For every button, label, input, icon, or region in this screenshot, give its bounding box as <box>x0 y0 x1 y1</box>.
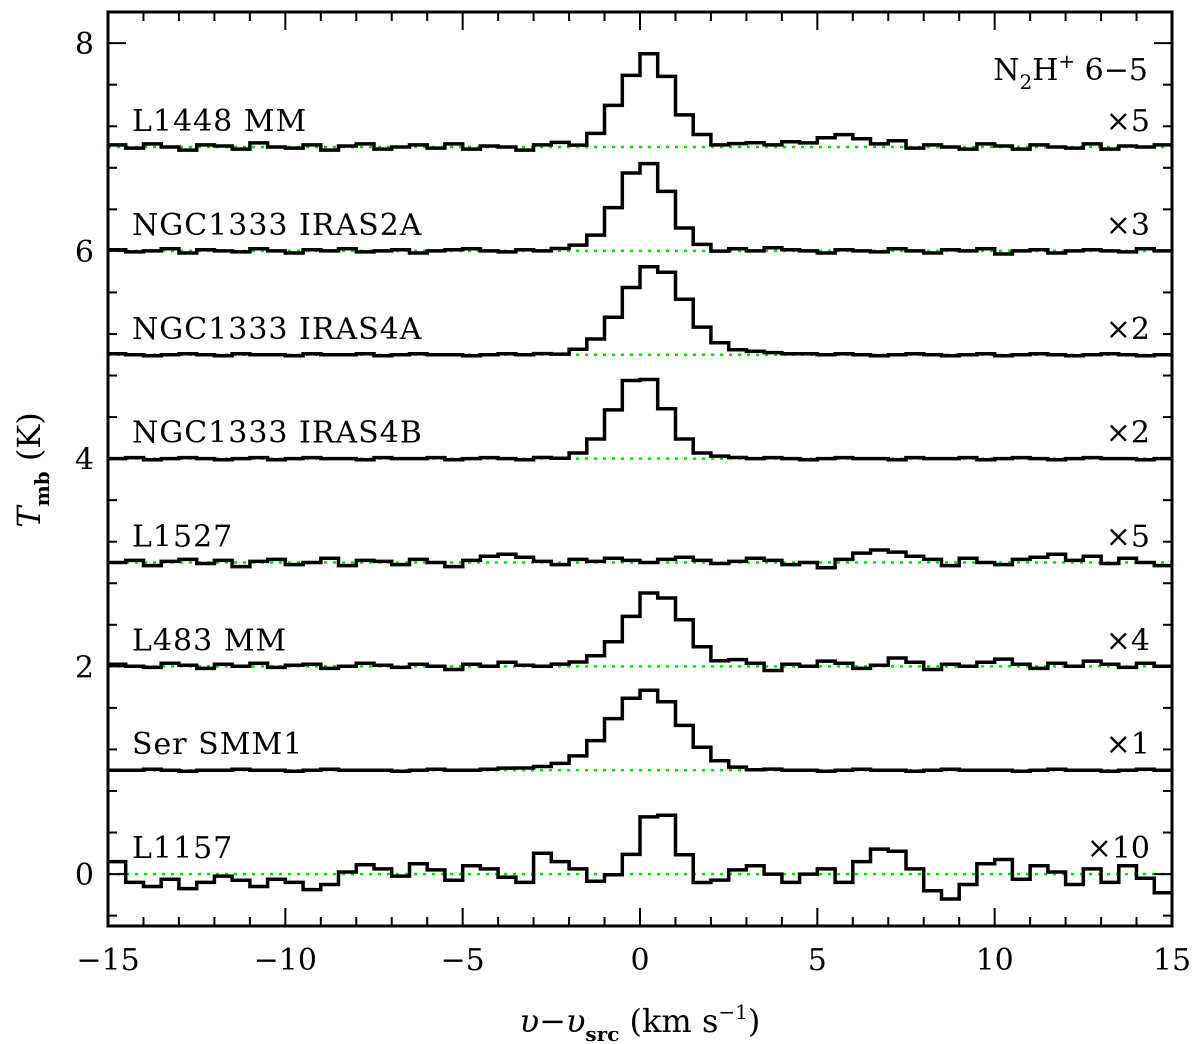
line-annotation: N2H+ 6−5 <box>993 49 1148 94</box>
scale-factor-3: ×2 <box>1106 416 1150 451</box>
series-label-2: NGC1333 IRAS4A <box>132 312 422 347</box>
series-label-3: NGC1333 IRAS4B <box>132 416 423 451</box>
series-label-5: L483 MM <box>132 623 287 658</box>
plot-frame <box>106 10 1174 928</box>
x-tick-label: −5 <box>441 943 485 978</box>
scale-factor-0: ×5 <box>1106 104 1150 139</box>
spectra-group <box>108 51 1172 901</box>
spectrum-3 <box>108 377 1172 462</box>
scale-factor-5: ×4 <box>1106 623 1150 658</box>
spectrum-7 <box>108 813 1172 901</box>
series-label-4: L1527 <box>132 519 233 554</box>
spectrum-6 <box>108 688 1172 773</box>
spectrum-2 <box>108 264 1172 358</box>
x-tick-label: −15 <box>76 943 139 978</box>
y-tick-label: 2 <box>75 650 94 685</box>
scale-factor-4: ×5 <box>1106 519 1150 554</box>
y-tick-label: 8 <box>75 27 94 62</box>
y-tick-label: 0 <box>75 858 94 893</box>
scale-factor-2: ×2 <box>1106 312 1150 347</box>
spectrum-0 <box>108 51 1172 152</box>
x-tick-label: 15 <box>1153 943 1191 978</box>
series-label-7: L1157 <box>132 831 233 866</box>
x-tick-label: 0 <box>630 943 649 978</box>
scale-factor-6: ×1 <box>1106 727 1150 762</box>
y-tick-label: 6 <box>75 235 94 270</box>
x-tick-label: −10 <box>254 943 317 978</box>
axis-ticks-group: −15 −10 −5 0 5 10 15 0 2 4 6 8 <box>75 12 1191 978</box>
y-axis-label: Tmb (K) <box>10 412 54 528</box>
spectrum-1 <box>108 161 1172 256</box>
x-tick-label: 5 <box>808 943 827 978</box>
spectrum-5 <box>108 591 1172 673</box>
scale-factor-7: ×10 <box>1087 831 1150 866</box>
series-labels-group: L1448 MM ×5 NGC1333 IRAS2A ×3 NGC1333 IRAS4A… <box>132 104 1150 866</box>
series-label-6: Ser SMM1 <box>132 727 303 762</box>
spectrum-4 <box>108 548 1172 570</box>
x-tick-label: 10 <box>976 943 1014 978</box>
series-label-0: L1448 MM <box>132 104 307 139</box>
y-tick-label: 4 <box>75 443 94 478</box>
scale-factor-1: ×3 <box>1106 208 1150 243</box>
series-label-1: NGC1333 IRAS2A <box>132 208 422 243</box>
baselines-group <box>108 145 1172 876</box>
x-axis-label: υ−υsrc (km s−1) <box>520 1000 761 1044</box>
